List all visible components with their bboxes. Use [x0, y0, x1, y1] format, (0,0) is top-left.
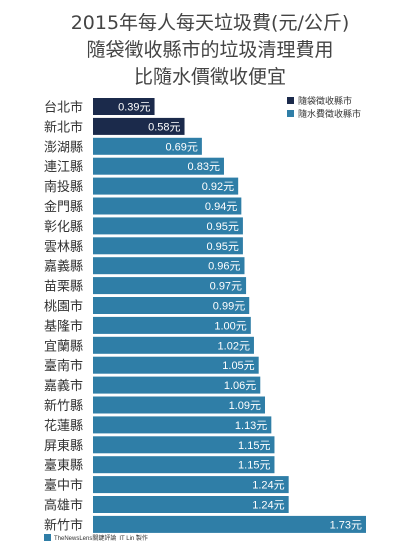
- bar: [93, 456, 275, 474]
- category-label: 澎湖縣: [44, 140, 83, 155]
- bar: [93, 356, 259, 374]
- category-label: 台北市: [44, 100, 83, 116]
- category-label: 花蓮縣: [44, 418, 83, 434]
- legend-swatch-bag: [287, 97, 294, 104]
- category-label: 金門縣: [44, 199, 83, 215]
- value-label: 0.69元: [165, 141, 197, 153]
- value-label: 0.99元: [213, 301, 245, 313]
- bar: [93, 197, 242, 215]
- bar: [93, 177, 239, 195]
- chart-title: 2015年每人每天垃圾費(元/公斤) 隨袋徵收縣市的垃圾清理費用 比隨水價徵收便…: [0, 10, 420, 91]
- value-label: 0.97元: [210, 281, 242, 293]
- value-label: 0.83元: [188, 161, 220, 173]
- value-label: 1.24元: [252, 480, 284, 492]
- value-label: 1.73元: [330, 519, 362, 531]
- category-label: 臺東縣: [44, 458, 83, 474]
- bar: [93, 396, 266, 414]
- bar: [93, 515, 366, 533]
- value-label: 0.94元: [205, 201, 237, 213]
- category-label: 新竹縣: [44, 398, 83, 414]
- legend-swatch-water: [287, 110, 294, 117]
- value-label: 0.39元: [118, 102, 150, 114]
- value-label: 0.96元: [208, 261, 240, 273]
- bar: [93, 98, 155, 115]
- footer-credit: IT Lin 製作: [119, 536, 148, 542]
- title-line-2: 隨袋徵收縣市的垃圾清理費用: [86, 39, 334, 61]
- bar: [93, 436, 275, 454]
- bar: [93, 416, 272, 434]
- value-label: 1.09元: [229, 400, 261, 412]
- news-lens-logo-icon: [44, 534, 51, 541]
- value-label: 1.15元: [238, 460, 270, 472]
- bar: [93, 476, 289, 494]
- bar: [93, 257, 245, 275]
- legend-label-water: 隨水費徵收縣市: [298, 108, 361, 120]
- title-line-3: 比隨水價徵收便宜: [133, 66, 286, 88]
- category-label: 雲林縣: [44, 240, 83, 255]
- bar: [93, 217, 243, 235]
- bar: [93, 297, 250, 314]
- title-line-1: 2015年每人每天垃圾費(元/公斤): [70, 12, 350, 34]
- bar: [93, 137, 202, 155]
- value-label: 1.00元: [214, 320, 246, 332]
- category-label: 新北市: [44, 119, 83, 135]
- bar: [93, 496, 289, 513]
- footer-logo-text: TheNewsLens關鍵評論: [54, 536, 117, 542]
- value-label: 0.92元: [202, 181, 234, 193]
- category-label: 苗栗縣: [44, 280, 83, 295]
- category-label: 高雄市: [44, 498, 83, 514]
- category-label: 新竹市: [44, 517, 83, 533]
- value-label: 0.95元: [206, 221, 238, 233]
- value-label: 1.06元: [224, 380, 256, 392]
- bar: [93, 237, 243, 255]
- bar: [93, 277, 247, 295]
- bar: [93, 157, 224, 175]
- category-label: 桃園市: [44, 299, 83, 315]
- category-label: 基隆市: [44, 318, 83, 334]
- footer: TheNewsLens關鍵評論 IT Lin 製作: [44, 533, 148, 542]
- bar: [93, 316, 251, 334]
- category-label: 彰化縣: [44, 219, 83, 235]
- value-label: 1.05元: [222, 360, 254, 372]
- bar: [93, 336, 254, 354]
- value-label: 1.15元: [238, 440, 270, 452]
- category-label: 屏東縣: [44, 438, 83, 454]
- category-label: 連江縣: [44, 160, 83, 175]
- value-label: 1.13元: [235, 420, 267, 432]
- value-label: 0.95元: [206, 241, 238, 253]
- category-label: 嘉義市: [44, 378, 83, 394]
- category-label: 嘉義縣: [44, 259, 83, 275]
- legend-label-bag: 隨袋徵收縣市: [298, 95, 352, 107]
- value-label: 0.58元: [148, 121, 180, 133]
- category-label: 臺南市: [44, 358, 83, 374]
- bar: [93, 376, 261, 394]
- category-label: 南投縣: [44, 179, 83, 195]
- category-label: 宜蘭縣: [44, 338, 83, 354]
- value-label: 1.02元: [218, 340, 250, 352]
- value-label: 1.24元: [252, 500, 284, 512]
- category-label: 臺中市: [44, 478, 83, 494]
- bar: [93, 117, 185, 135]
